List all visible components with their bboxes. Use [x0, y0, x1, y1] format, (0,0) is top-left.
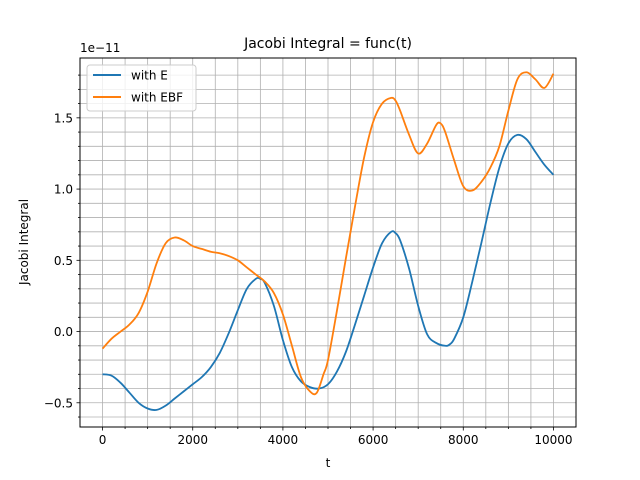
- x-tick-label: 4000: [268, 433, 299, 447]
- legend-box: [86, 64, 197, 112]
- chart-title: Jacobi Integral = func(t): [243, 36, 412, 52]
- grid: [80, 58, 576, 427]
- series-lines: [101, 71, 555, 411]
- x-axis-label: t: [326, 456, 331, 470]
- x-tick-label: 8000: [448, 433, 479, 447]
- legend-label-with-e: with E: [131, 69, 168, 83]
- y-axis-offset-label: 1e−11: [80, 41, 120, 55]
- legend: with E with EBF: [86, 64, 197, 112]
- y-tick-label: −0.5: [44, 396, 73, 410]
- x-tick-label: 10000: [534, 433, 572, 447]
- y-tick-label: 0.5: [54, 254, 73, 268]
- y-axis-ticks: −0.5 0.0 0.5 1.0 1.5: [44, 74, 80, 418]
- x-tick-label: 6000: [358, 433, 389, 447]
- legend-label-with-ebf: with EBF: [131, 91, 183, 105]
- y-axis-label: Jacobi Integral: [17, 199, 31, 286]
- x-tick-label: 2000: [177, 433, 208, 447]
- x-tick-label: 0: [99, 433, 107, 447]
- series-line-with-ebf: [101, 71, 555, 396]
- x-axis-ticks: 0 2000 4000 6000 8000 10000: [99, 427, 573, 447]
- y-tick-label: 1.5: [54, 111, 73, 125]
- y-tick-label: 1.0: [54, 183, 73, 197]
- y-tick-label: 0.0: [54, 325, 73, 339]
- series-line-with-e: [102, 133, 555, 411]
